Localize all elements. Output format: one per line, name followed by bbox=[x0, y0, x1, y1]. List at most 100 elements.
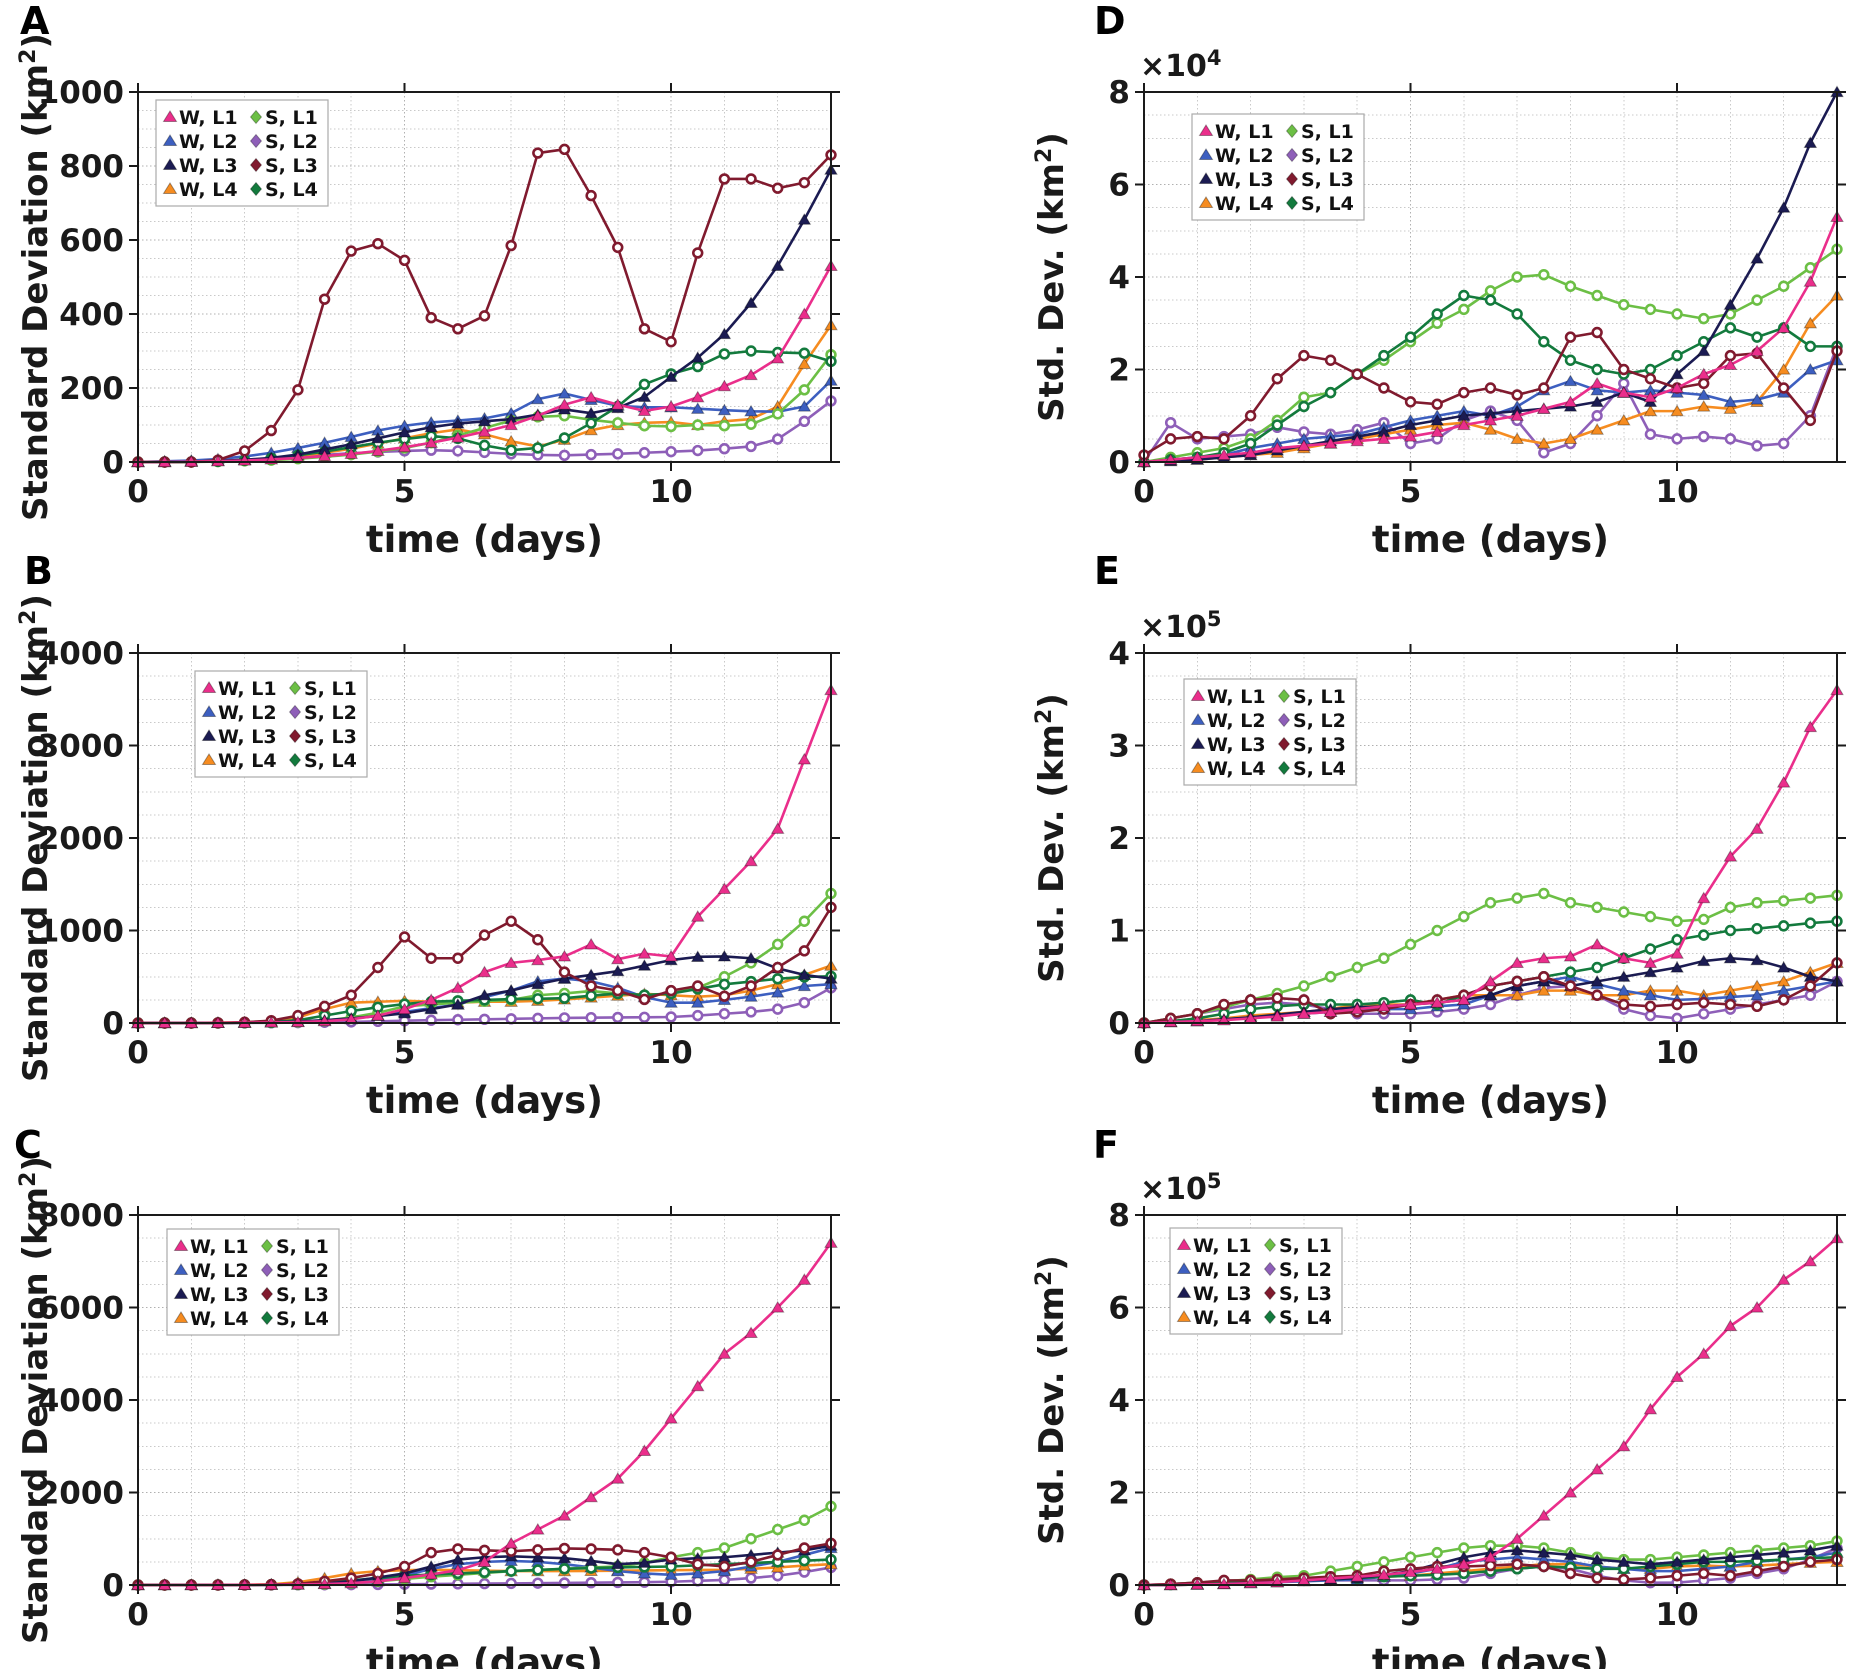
marker-ring bbox=[798, 945, 811, 957]
marker-triangle bbox=[610, 1557, 625, 1570]
legend-label-w_l1: W, L1 bbox=[1215, 121, 1274, 143]
marker-triangle bbox=[530, 1522, 545, 1535]
legend-marker-s_l4 bbox=[288, 752, 302, 768]
marker-triangle bbox=[1590, 974, 1604, 987]
marker-ring bbox=[1644, 373, 1657, 385]
marker-ring bbox=[1644, 428, 1657, 440]
marker-ring bbox=[558, 1542, 571, 1555]
y-axis-label-d: Std. Dev. (km2) bbox=[1031, 132, 1073, 422]
marker-triangle bbox=[1696, 344, 1711, 357]
y-tick-label: 4000 bbox=[38, 636, 124, 672]
marker-ring bbox=[1511, 308, 1523, 320]
legend-marker-w_l3 bbox=[1190, 737, 1206, 749]
y-tick-label: 400 bbox=[59, 297, 124, 333]
marker-triangle bbox=[1590, 383, 1604, 396]
marker-triangle bbox=[797, 307, 812, 320]
marker-triangle bbox=[797, 968, 812, 980]
series-s-l3 bbox=[1138, 957, 1843, 1029]
marker-triangle bbox=[637, 1566, 652, 1579]
marker-ring bbox=[1751, 294, 1763, 306]
marker-ring bbox=[478, 929, 491, 941]
marker-ring bbox=[798, 1514, 811, 1526]
marker-ring bbox=[1538, 1560, 1550, 1573]
legend-label-s_l4: S, L4 bbox=[276, 1308, 329, 1330]
x-axis-label-a: time (days) bbox=[365, 518, 604, 561]
marker-ring bbox=[505, 993, 517, 1005]
marker-ring bbox=[1564, 966, 1577, 978]
marker-ring bbox=[718, 1008, 731, 1020]
marker-triangle bbox=[797, 979, 812, 992]
marker-triangle bbox=[744, 951, 758, 964]
marker-ring bbox=[558, 1563, 571, 1575]
x-tick-label: 10 bbox=[1656, 1597, 1699, 1633]
marker-ring bbox=[665, 1011, 677, 1023]
series-w-l1 bbox=[131, 259, 838, 468]
marker-triangle bbox=[690, 950, 705, 962]
marker-ring bbox=[1751, 897, 1763, 909]
legend: W, L1W, L2W, L3W, L4 S, L1S, L2S, L3S, L4 bbox=[194, 670, 368, 778]
marker-ring bbox=[452, 323, 464, 335]
marker-triangle bbox=[504, 418, 519, 431]
legend-marker-s_l1 bbox=[288, 680, 302, 696]
y-tick-label: 3000 bbox=[38, 729, 124, 765]
marker-triangle bbox=[717, 327, 732, 340]
marker-ring bbox=[1751, 1000, 1763, 1013]
marker-ring bbox=[1644, 910, 1657, 923]
marker-triangle bbox=[1670, 404, 1684, 417]
marker-ring bbox=[1724, 1570, 1737, 1582]
legend-marker-s_l3 bbox=[288, 728, 302, 744]
legend-label-w_l1: W, L1 bbox=[190, 1236, 249, 1258]
marker-ring bbox=[1378, 349, 1390, 362]
marker-ring bbox=[745, 980, 757, 992]
legend-label-w_l4: W, L4 bbox=[1207, 758, 1266, 780]
marker-ring bbox=[771, 408, 784, 420]
marker-triangle bbox=[1323, 436, 1338, 449]
marker-triangle bbox=[744, 1326, 758, 1339]
marker-ring bbox=[1591, 901, 1603, 914]
marker-ring bbox=[1698, 929, 1710, 941]
marker-ring bbox=[1591, 363, 1603, 376]
marker-triangle bbox=[1750, 1548, 1764, 1561]
marker-triangle bbox=[1590, 423, 1604, 435]
marker-triangle bbox=[1243, 446, 1258, 458]
marker-ring bbox=[1538, 268, 1550, 281]
x-tick-label: 5 bbox=[394, 474, 416, 510]
marker-ring bbox=[638, 993, 651, 1006]
x-tick-label: 5 bbox=[1400, 1035, 1422, 1071]
marker-ring bbox=[532, 1577, 544, 1589]
panel-a: 0 5 10 0 200 400 600 800 1000 W, L1W, L2W, L3W, L… bbox=[38, 75, 840, 510]
marker-triangle bbox=[1403, 418, 1418, 431]
marker-ring bbox=[478, 1577, 491, 1590]
y-axis-label-b: Standard Deviation (km2) bbox=[15, 594, 57, 1082]
marker-ring bbox=[505, 444, 517, 456]
marker-ring bbox=[452, 1543, 464, 1555]
marker-triangle bbox=[1643, 1557, 1658, 1570]
y-exponent-label-d: ×104 bbox=[1140, 46, 1222, 84]
marker-triangle bbox=[1616, 951, 1631, 964]
marker-ring bbox=[771, 1003, 784, 1015]
marker-ring bbox=[1804, 1556, 1817, 1568]
marker-triangle bbox=[1723, 1319, 1738, 1332]
marker-triangle bbox=[1510, 432, 1525, 444]
marker-triangle bbox=[1643, 1402, 1658, 1415]
marker-triangle bbox=[1563, 395, 1578, 407]
panel-letter-c: C bbox=[14, 1123, 42, 1167]
legend-marker-w_l4 bbox=[173, 1311, 189, 1323]
marker-ring bbox=[532, 993, 544, 1005]
legend-marker-w_l4 bbox=[1190, 761, 1206, 773]
legend-label-s_l3: S, L3 bbox=[1279, 1283, 1332, 1305]
legend-marker-s_l2 bbox=[260, 1262, 274, 1278]
x-tick-label: 10 bbox=[650, 1597, 693, 1633]
y-tick-label: 8 bbox=[1108, 1198, 1130, 1234]
y-tick-label: 0 bbox=[1108, 1568, 1130, 1604]
marker-triangle bbox=[584, 423, 598, 436]
marker-ring bbox=[638, 323, 651, 335]
marker-triangle bbox=[1536, 1509, 1551, 1521]
marker-triangle bbox=[584, 937, 598, 950]
x-tick-label: 5 bbox=[394, 1597, 416, 1633]
marker-triangle bbox=[1670, 367, 1684, 380]
marker-triangle bbox=[477, 988, 492, 1001]
marker-triangle bbox=[770, 351, 785, 364]
marker-triangle bbox=[1616, 386, 1631, 398]
marker-triangle bbox=[584, 390, 598, 403]
